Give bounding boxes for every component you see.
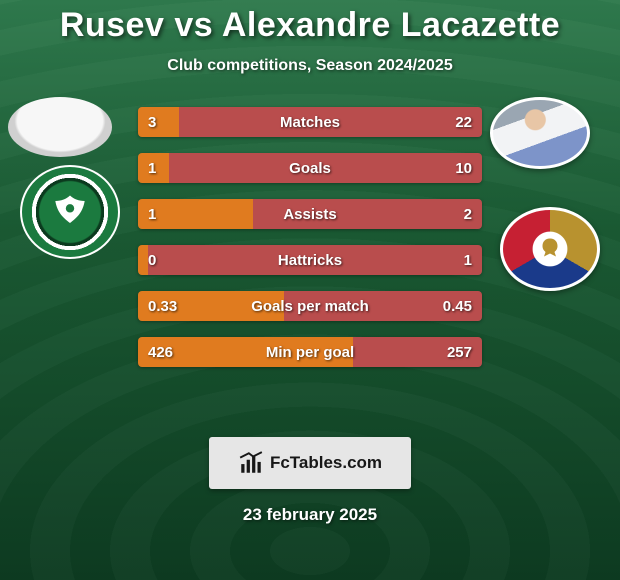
eagle-icon — [48, 190, 92, 234]
stat-label: Goals — [138, 153, 482, 183]
stat-row: 110Goals — [138, 153, 482, 183]
player1-name: Rusev — [60, 6, 165, 44]
subtitle: Club competitions, Season 2024/2025 — [0, 57, 620, 75]
stat-label: Matches — [138, 107, 482, 137]
stat-label: Min per goal — [138, 337, 482, 367]
player1-photo — [8, 97, 112, 157]
page-title: Rusev vs Alexandre Lacazette — [0, 6, 620, 45]
player2-photo — [490, 97, 590, 169]
content-root: Rusev vs Alexandre Lacazette Club compet… — [0, 0, 620, 525]
bar-chart-icon — [238, 450, 264, 476]
footer-date: 23 february 2025 — [0, 505, 620, 525]
vs-separator: vs — [174, 6, 213, 44]
comparison-stage: 322Matches 110Goals 12Assists 01Hattricks 0.… — [0, 95, 620, 435]
stat-row: 426257Min per goal — [138, 337, 482, 367]
stat-row: 322Matches — [138, 107, 482, 137]
stat-label: Hattricks — [138, 245, 482, 275]
lion-icon — [532, 231, 568, 267]
stat-label: Goals per match — [138, 291, 482, 321]
stat-row: 0.330.45Goals per match — [138, 291, 482, 321]
branding-badge: FcTables.com — [209, 437, 411, 489]
stat-bars: 322Matches 110Goals 12Assists 01Hattricks 0.… — [138, 107, 482, 383]
club1-logo — [20, 165, 120, 259]
stat-label: Assists — [138, 199, 482, 229]
player2-name: Alexandre Lacazette — [222, 6, 560, 44]
stat-row: 12Assists — [138, 199, 482, 229]
branding-text: FcTables.com — [270, 453, 382, 473]
stat-row: 01Hattricks — [138, 245, 482, 275]
club2-logo — [500, 207, 600, 291]
